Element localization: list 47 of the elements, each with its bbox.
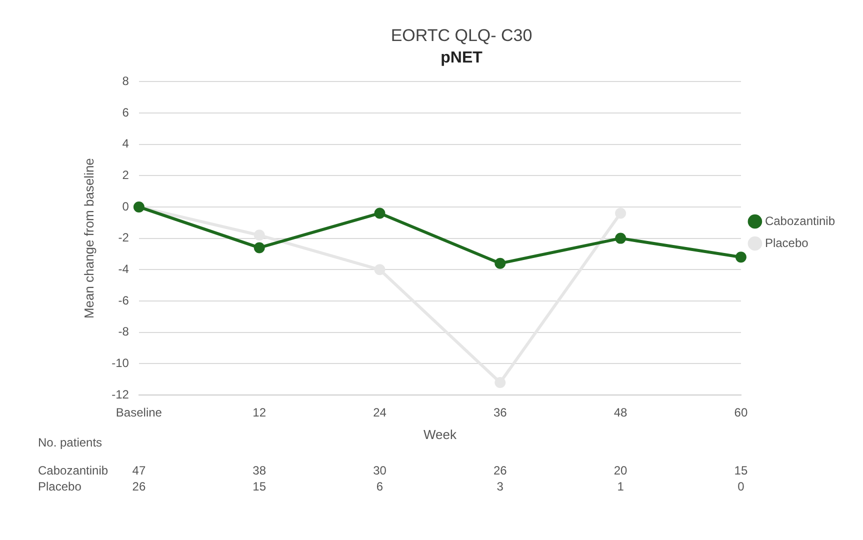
y-tick-label: -10 [112, 356, 130, 370]
text: 38 [252, 463, 266, 478]
point [494, 258, 506, 269]
y-axis-title: Mean change from baseline [81, 158, 96, 319]
y-tick-label: 4 [122, 136, 130, 151]
point [374, 208, 386, 219]
chart-subtitle: pNET [440, 49, 483, 66]
point [254, 230, 265, 241]
text: 3 [496, 479, 504, 494]
y-tick-label: 8 [122, 74, 130, 88]
legend-label: Placebo [764, 236, 809, 250]
text: 6 [376, 479, 384, 494]
point [615, 208, 626, 219]
text: 20 [614, 463, 628, 478]
y-tick-label: -2 [118, 230, 130, 245]
x-axis-title: Week [423, 426, 457, 442]
text: 15 [734, 463, 748, 478]
y-tick-label: -4 [118, 262, 130, 276]
y-tick-label: 2 [122, 168, 130, 182]
chart-title: EORTC QLQ- C30 [390, 26, 532, 45]
x-tick-label: 12 [252, 406, 266, 420]
text: 30 [373, 463, 387, 478]
point [374, 264, 386, 276]
legend-label: Cabozantinib [764, 214, 836, 228]
x-tick-label: 48 [614, 406, 628, 420]
text: 0 [738, 479, 745, 494]
text: 15 [252, 479, 266, 494]
y-tick-label: -6 [118, 293, 130, 308]
point [254, 242, 265, 254]
x-tick-label: 36 [493, 406, 508, 420]
y-tick-label: 0 [122, 199, 130, 214]
text: Placebo [38, 479, 82, 494]
y-tick-label: 6 [122, 105, 130, 120]
text: 26 [493, 463, 508, 478]
point [735, 252, 746, 263]
point [494, 376, 506, 388]
text: No. patients [38, 435, 102, 450]
y-tick-label: -12 [112, 387, 130, 402]
text: 26 [132, 479, 146, 494]
text: Cabozantinib [38, 463, 108, 478]
text: 47 [132, 463, 146, 478]
y-tick-label: -8 [118, 324, 130, 339]
x-tick-label: 60 [734, 406, 748, 420]
x-tick-label: Baseline [116, 406, 162, 420]
text: 1 [617, 479, 624, 494]
x-tick-label: 24 [373, 406, 387, 420]
point [615, 232, 626, 244]
